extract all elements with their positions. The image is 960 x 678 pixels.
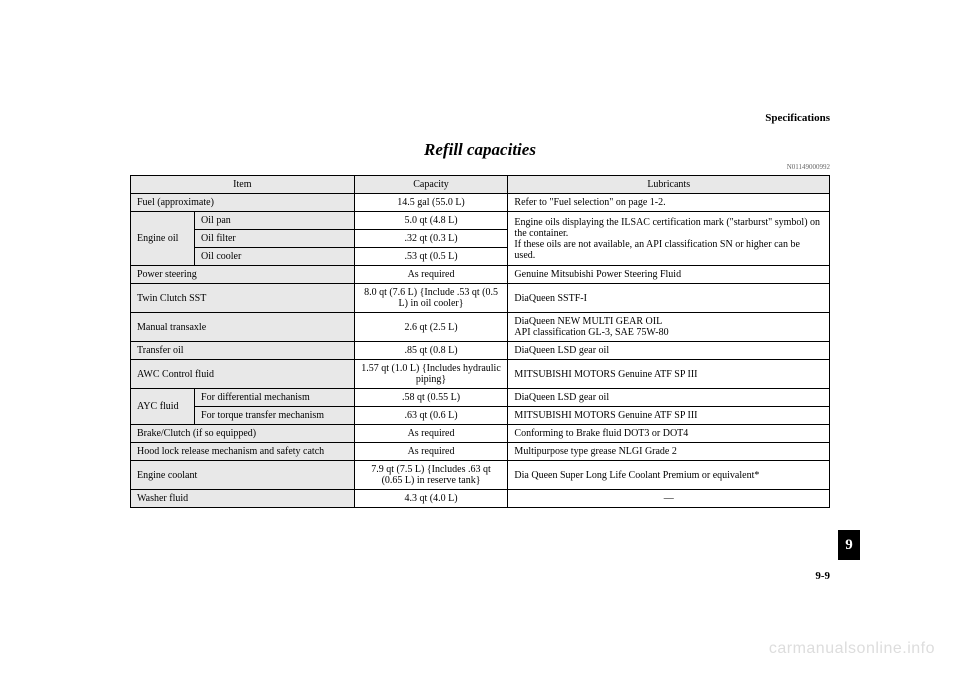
cell-brakeclutch-lubricants: Conforming to Brake fluid DOT3 or DOT4: [508, 425, 830, 443]
cell-differential-capacity: .58 qt (0.55 L): [354, 389, 508, 407]
cell-washerfluid-item: Washer fluid: [131, 490, 355, 508]
section-header: Specifications: [765, 112, 830, 124]
cell-brakeclutch-capacity: As required: [354, 425, 508, 443]
cell-oilfilter-capacity: .32 qt (0.3 L): [354, 230, 508, 248]
cell-manualtransaxle-item: Manual transaxle: [131, 313, 355, 342]
cell-engineoil-item: Engine oil: [131, 212, 195, 266]
cell-torque-sub: For torque transfer mechanism: [195, 407, 355, 425]
header-lubricants: Lubricants: [508, 176, 830, 194]
cell-engineoil-lubricants: Engine oils displaying the ILSAC certifi…: [508, 212, 830, 266]
cell-washerfluid-lubricants: —: [508, 490, 830, 508]
cell-twinclutch-lubricants: DiaQueen SSTF-I: [508, 284, 830, 313]
page-tab: 9: [838, 530, 860, 560]
cell-fuel-capacity: 14.5 gal (55.0 L): [354, 194, 508, 212]
cell-brakeclutch-item: Brake/Clutch (if so equipped): [131, 425, 355, 443]
cell-torque-capacity: .63 qt (0.6 L): [354, 407, 508, 425]
cell-differential-sub: For differential mechanism: [195, 389, 355, 407]
cell-hoodlock-item: Hood lock release mechanism and safety c…: [131, 443, 355, 461]
cell-transferoil-item: Transfer oil: [131, 342, 355, 360]
cell-enginecoolant-item: Engine coolant: [131, 461, 355, 490]
cell-awccontrol-item: AWC Control fluid: [131, 360, 355, 389]
cell-transferoil-capacity: .85 qt (0.8 L): [354, 342, 508, 360]
cell-manualtransaxle-capacity: 2.6 qt (2.5 L): [354, 313, 508, 342]
cell-aycfluid-item: AYC fluid: [131, 389, 195, 425]
cell-manualtransaxle-lubricants: DiaQueen NEW MULTI GEAR OILAPI classific…: [508, 313, 830, 342]
cell-enginecoolant-lubricants: Dia Queen Super Long Life Coolant Premiu…: [508, 461, 830, 490]
cell-powersteering-capacity: As required: [354, 266, 508, 284]
cell-twinclutch-item: Twin Clutch SST: [131, 284, 355, 313]
cell-hoodlock-lubricants: Multipurpose type grease NLGI Grade 2: [508, 443, 830, 461]
cell-twinclutch-capacity: 8.0 qt (7.6 L) {Include .53 qt (0.5 L) i…: [354, 284, 508, 313]
cell-oilfilter-sub: Oil filter: [195, 230, 355, 248]
cell-transferoil-lubricants: DiaQueen LSD gear oil: [508, 342, 830, 360]
doc-number: N01149000992: [130, 163, 830, 171]
header-capacity: Capacity: [354, 176, 508, 194]
cell-oilcooler-capacity: .53 qt (0.5 L): [354, 248, 508, 266]
page-title: Refill capacities: [130, 140, 830, 160]
header-item: Item: [131, 176, 355, 194]
cell-washerfluid-capacity: 4.3 qt (4.0 L): [354, 490, 508, 508]
refill-capacities-table: Item Capacity Lubricants Fuel (approxima…: [130, 175, 830, 508]
cell-oilpan-sub: Oil pan: [195, 212, 355, 230]
watermark: carmanualsonline.info: [769, 640, 935, 658]
cell-torque-lubricants: MITSUBISHI MOTORS Genuine ATF SP III: [508, 407, 830, 425]
page-number: 9-9: [815, 570, 830, 582]
cell-differential-lubricants: DiaQueen LSD gear oil: [508, 389, 830, 407]
cell-oilcooler-sub: Oil cooler: [195, 248, 355, 266]
cell-hoodlock-capacity: As required: [354, 443, 508, 461]
cell-oilpan-capacity: 5.0 qt (4.8 L): [354, 212, 508, 230]
cell-enginecoolant-capacity: 7.9 qt (7.5 L) {Includes .63 qt (0.65 L)…: [354, 461, 508, 490]
cell-powersteering-item: Power steering: [131, 266, 355, 284]
cell-fuel-lubricants: Refer to "Fuel selection" on page 1-2.: [508, 194, 830, 212]
cell-fuel-item: Fuel (approximate): [131, 194, 355, 212]
cell-awccontrol-capacity: 1.57 qt (1.0 L) {Includes hydraulic pipi…: [354, 360, 508, 389]
cell-awccontrol-lubricants: MITSUBISHI MOTORS Genuine ATF SP III: [508, 360, 830, 389]
cell-powersteering-lubricants: Genuine Mitsubishi Power Steering Fluid: [508, 266, 830, 284]
